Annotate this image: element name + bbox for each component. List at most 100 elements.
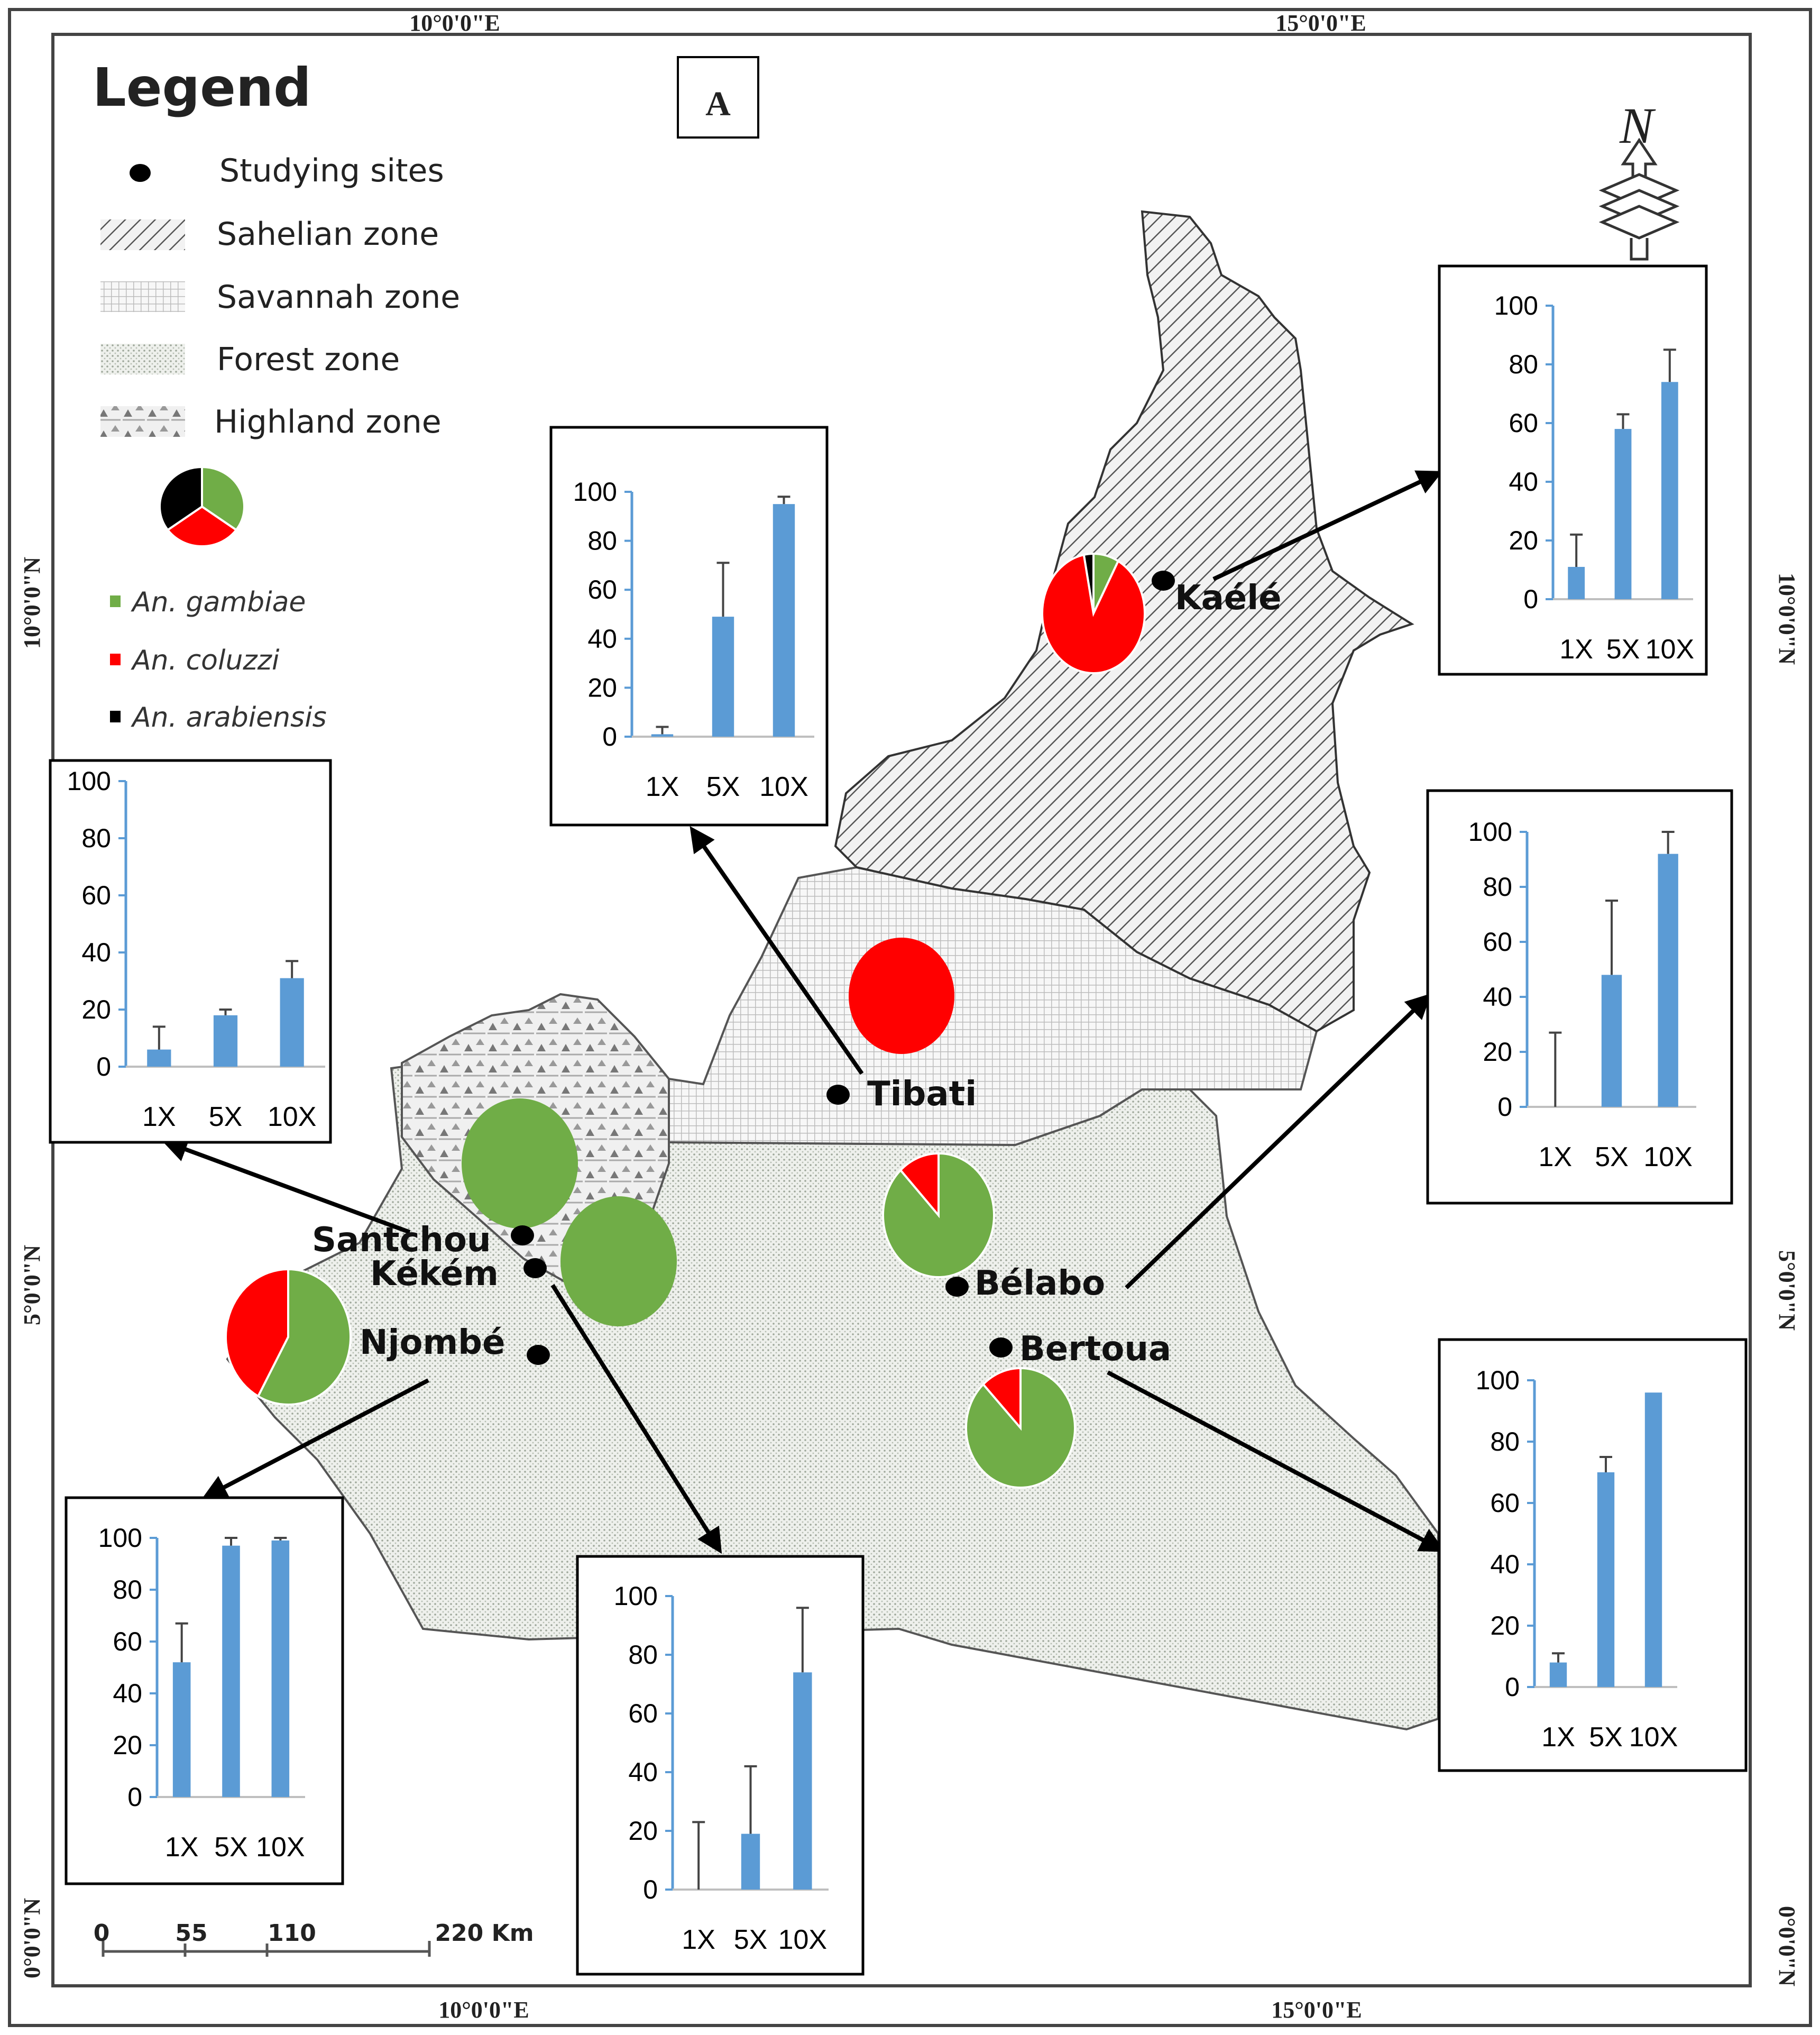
study-sites: Kaélé Tibati Santchou Kékém Njombé Bélab…: [312, 571, 1282, 1369]
chart-tick-label-njombe-1: 20: [113, 1730, 142, 1760]
chart-category-belabo-5x: 5X: [1595, 1142, 1629, 1172]
chart-tick-label-santchou-3: 60: [81, 881, 111, 910]
coord-right-lower: 0°0'0"N: [1774, 1906, 1800, 1986]
chart-tick-label-kekem-4: 80: [628, 1640, 658, 1670]
scale-label-0: 0: [94, 1920, 110, 1947]
scale-label-220: 220 Km: [435, 1920, 534, 1947]
site-marker-kekem: [523, 1258, 547, 1278]
chart-tick-label-santchou-5: 100: [67, 766, 111, 796]
chart-bar-kekem-5x: [741, 1834, 760, 1890]
chart-tick-label-belabo-5: 100: [1468, 817, 1512, 847]
chart-bar-tibati-10x: [773, 504, 795, 737]
coord-left-upper: 10°0'0"N: [19, 557, 45, 649]
chart-category-bertoua-5x: 5X: [1589, 1722, 1623, 1753]
chart-tick-label-kekem-1: 20: [628, 1816, 658, 1846]
study-site-marker-icon: [130, 164, 151, 182]
chart-tick-label-belabo-1: 20: [1483, 1037, 1512, 1067]
gambiae-swatch: [110, 595, 121, 607]
highland-swatch: [100, 406, 185, 437]
chart-bar-bertoua-5x: [1597, 1472, 1615, 1687]
chart-bar-njombe-1x: [172, 1662, 191, 1797]
pie-tibati-slice-1: [849, 938, 954, 1054]
arabiensis-swatch: [110, 711, 121, 722]
chart-tick-label-bertoua-3: 60: [1490, 1488, 1520, 1518]
species-coluzzi: An. coluzzi: [131, 645, 280, 676]
forest-swatch: [100, 344, 185, 374]
chart-tick-label-belabo-3: 60: [1483, 927, 1512, 957]
chart-kaele: 0 20 40 60 80 100 1X 5X 10X: [1438, 264, 1708, 676]
pie-bertoua: [965, 1367, 1076, 1489]
chart-tick-label-santchou-1: 20: [81, 995, 111, 1024]
chart-bar-bertoua-1x: [1549, 1662, 1567, 1687]
chart-tick-label-kekem-3: 60: [628, 1699, 658, 1728]
site-name-kekem: Kékém: [370, 1254, 499, 1294]
pie-belabo: [882, 1152, 995, 1278]
savannah-swatch: [100, 281, 185, 312]
coluzzi-swatch: [110, 654, 121, 665]
chart-tick-label-kekem-2: 40: [628, 1757, 658, 1787]
chart-frame-kaele: [1438, 264, 1708, 676]
chart-tibati: 0 20 40 60 80 100 1X 5X 10X: [549, 426, 829, 827]
site-marker-njombe: [527, 1345, 550, 1365]
chart-category-njombe-10x: 10X: [256, 1832, 305, 1863]
site-pies: [225, 552, 1146, 1489]
pie-belabo-slice-1: [899, 1152, 940, 1218]
chart-bertoua: 0 20 40 60 80 100 1X 5X 10X: [1438, 1338, 1748, 1772]
site-marker-kaele: [1152, 571, 1175, 591]
chart-frame-belabo: [1426, 789, 1733, 1205]
coord-bottom-right: 15°0'0"E: [1271, 1997, 1362, 2023]
chart-tick-label-belabo-2: 40: [1483, 982, 1512, 1012]
chart-tick-label-belabo-0: 0: [1497, 1092, 1512, 1122]
site-marker-bertoua: [989, 1337, 1013, 1358]
coord-left-lower: 0°0'0"N: [19, 1898, 45, 1978]
pie-njombe: [225, 1268, 352, 1406]
chart-tick-label-santchou-0: 0: [96, 1052, 111, 1081]
legend-item-sahelian: Sahelian zone: [217, 216, 439, 253]
chart-bar-belabo-5x: [1601, 975, 1622, 1107]
chart-tick-label-kaele-1: 20: [1509, 526, 1538, 555]
chart-tick-label-tibati-1: 20: [587, 673, 617, 702]
chart-tick-label-bertoua-1: 20: [1490, 1611, 1520, 1640]
site-name-belabo: Bélabo: [975, 1264, 1105, 1303]
chart-tick-label-njombe-5: 100: [98, 1523, 142, 1553]
chart-tick-label-kaele-3: 60: [1509, 408, 1538, 438]
scale-label-55: 55: [175, 1920, 207, 1947]
chart-tick-label-tibati-5: 100: [573, 477, 617, 507]
pie-kekem-slice-0: [560, 1196, 677, 1326]
chart-category-belabo-10x: 10X: [1643, 1142, 1693, 1172]
chart-category-tibati-10x: 10X: [759, 772, 808, 802]
legend-pie: [159, 465, 245, 547]
pie-kaele: [1041, 552, 1146, 674]
chart-tick-label-santchou-2: 40: [81, 938, 111, 967]
chart-kekem: 0 20 40 60 80 100 1X 5X 10X: [576, 1555, 865, 1976]
pie-bertoua-slice-1: [981, 1367, 1022, 1431]
pie-santchou: [462, 1098, 578, 1229]
species-arabiensis: An. arabiensis: [131, 702, 327, 734]
legend-title: Legend: [93, 57, 311, 118]
chart-tick-label-bertoua-0: 0: [1505, 1672, 1520, 1702]
coord-right-middle: 5°0'0"N: [1774, 1250, 1800, 1331]
chart-santchou: 0 20 40 60 80 100 1X 5X 10X: [49, 759, 332, 1144]
chart-bar-kaele-5x: [1614, 429, 1632, 599]
legend-pie-slice-1: [166, 505, 238, 547]
scale-bar: 0 55 110 220 Km: [94, 1920, 534, 1957]
chart-tick-label-kekem-0: 0: [643, 1875, 658, 1904]
chart-tick-label-tibati-0: 0: [602, 722, 617, 751]
chart-category-kaele-5x: 5X: [1606, 634, 1640, 665]
panel-label: A: [705, 85, 731, 123]
chart-bar-kaele-10x: [1661, 382, 1678, 599]
chart-frame-njombe: [65, 1496, 344, 1885]
chart-category-santchou-10x: 10X: [268, 1102, 317, 1132]
species-gambiae: An. gambiae: [131, 586, 306, 618]
chart-tick-label-santchou-4: 80: [81, 823, 111, 853]
chart-category-njombe-5x: 5X: [214, 1832, 248, 1863]
chart-category-santchou-1x: 1X: [142, 1102, 176, 1132]
chart-category-belabo-1x: 1X: [1539, 1142, 1573, 1172]
chart-tick-label-njombe-2: 40: [113, 1679, 142, 1708]
site-name-njombe: Njombé: [360, 1323, 505, 1362]
chart-tick-label-kekem-5: 100: [614, 1581, 658, 1611]
pie-santchou-slice-0: [462, 1098, 578, 1229]
coord-top-left: 10°0'0"E: [409, 10, 500, 36]
chart-bar-bertoua-10x: [1644, 1392, 1662, 1687]
site-name-tibati: Tibati: [867, 1075, 977, 1114]
